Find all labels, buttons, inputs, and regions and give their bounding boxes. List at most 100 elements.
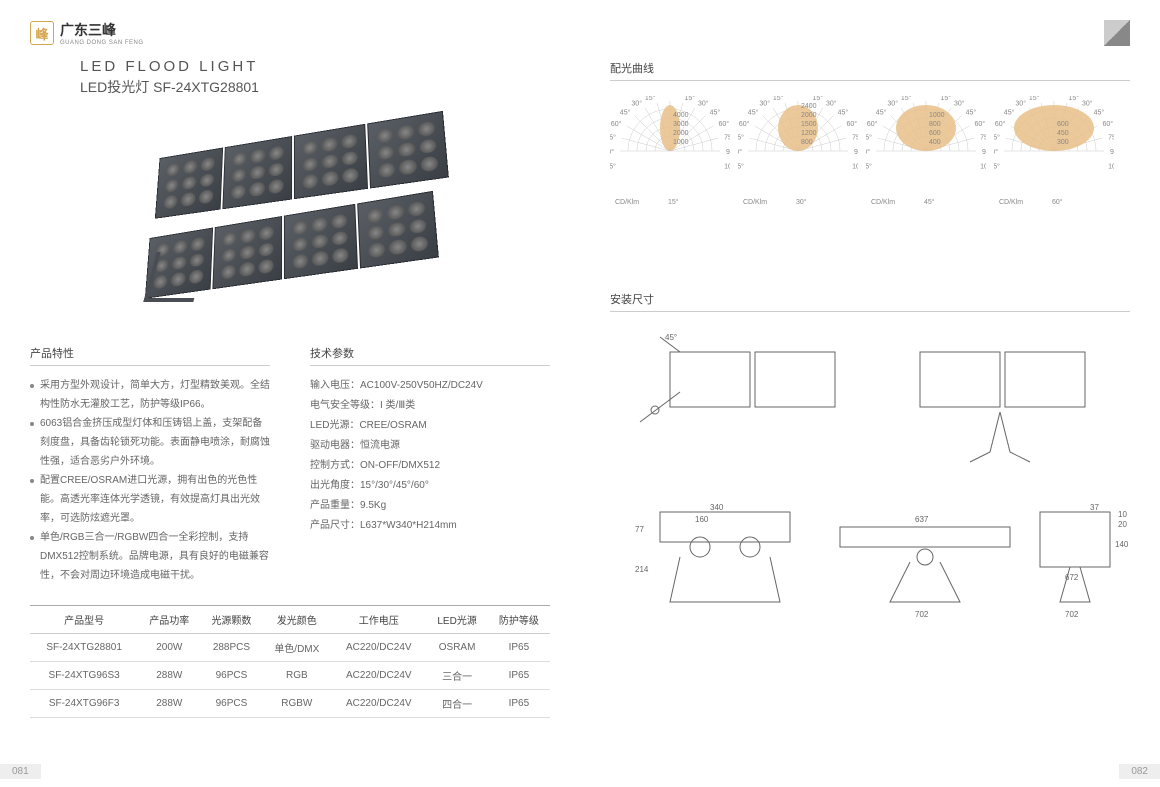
- svg-text:45°: 45°: [710, 108, 721, 116]
- svg-text:105°: 105°: [1108, 162, 1114, 170]
- svg-text:CD/Klm: CD/Klm: [615, 199, 639, 206]
- table-header: LED光源: [426, 606, 487, 634]
- svg-text:60°: 60°: [974, 120, 985, 128]
- brand-name: 广东三峰: [60, 20, 144, 40]
- table-row: SF-24XTG96F3288W96PCSRGBWAC220/DC24V四合一I…: [30, 690, 550, 718]
- title-cn: LED投光灯 SF-24XTG28801: [80, 77, 550, 97]
- svg-text:90°: 90°: [1110, 148, 1114, 156]
- svg-text:30°: 30°: [631, 100, 642, 108]
- svg-text:214: 214: [635, 565, 649, 574]
- svg-text:140: 140: [1115, 540, 1129, 549]
- svg-text:75°: 75°: [994, 134, 1000, 142]
- spec-table: 产品型号产品功率光源颗数发光颜色工作电压LED光源防护等级 SF-24XTG28…: [30, 605, 550, 718]
- page-num-right: 082: [1119, 764, 1160, 779]
- svg-text:37: 37: [1090, 503, 1099, 512]
- svg-text:2400: 2400: [801, 103, 817, 110]
- svg-text:45°: 45°: [924, 198, 935, 206]
- table-header: 发光颜色: [263, 606, 332, 634]
- svg-text:60°: 60°: [995, 120, 1006, 128]
- spec-line: 出光角度：15°/30°/45°/60°: [310, 476, 550, 496]
- table-header: 光源颗数: [200, 606, 262, 634]
- svg-text:15°: 15°: [1029, 96, 1040, 102]
- svg-text:75°: 75°: [866, 134, 872, 142]
- svg-text:75°: 75°: [1108, 134, 1114, 142]
- corner-icon: [1104, 20, 1130, 46]
- svg-text:800: 800: [929, 121, 941, 128]
- svg-text:90°: 90°: [726, 148, 730, 156]
- polar-chart: 105°105°90°90°75°75°60°60°45°45°30°30°15…: [610, 96, 730, 211]
- svg-text:15°: 15°: [940, 96, 951, 102]
- table-header: 防护等级: [488, 606, 550, 634]
- svg-text:30°: 30°: [954, 100, 965, 108]
- svg-text:15°: 15°: [668, 198, 679, 206]
- svg-text:30°: 30°: [1082, 100, 1093, 108]
- svg-text:75°: 75°: [724, 134, 730, 142]
- svg-text:60°: 60°: [611, 120, 622, 128]
- svg-text:75°: 75°: [610, 134, 616, 142]
- spec-line: 产品尺寸：L637*W340*H214mm: [310, 516, 550, 536]
- svg-text:60°: 60°: [739, 120, 750, 128]
- svg-text:45°: 45°: [966, 108, 977, 116]
- svg-text:90°: 90°: [738, 148, 742, 156]
- svg-text:15°: 15°: [812, 96, 823, 102]
- page-num-left: 081: [0, 764, 41, 779]
- svg-text:1500: 1500: [801, 121, 817, 128]
- svg-text:160: 160: [695, 515, 709, 524]
- svg-text:672: 672: [1065, 573, 1079, 582]
- svg-text:702: 702: [915, 610, 929, 619]
- specs-heading: 技术参数: [310, 345, 550, 366]
- install-drawings: 45° 340 160 77 214 637: [610, 322, 1130, 672]
- brand-logo: 峰 广东三峰 GUANG DONG SAN FENG: [30, 20, 550, 46]
- svg-text:15°: 15°: [684, 96, 695, 102]
- svg-text:75°: 75°: [980, 134, 986, 142]
- polar-chart: 105°105°90°90°75°75°60°60°45°45°30°30°15…: [738, 96, 858, 211]
- svg-text:15°: 15°: [773, 96, 784, 102]
- svg-text:105°: 105°: [738, 162, 744, 170]
- svg-text:CD/Klm: CD/Klm: [871, 199, 895, 206]
- svg-text:15°: 15°: [645, 96, 656, 102]
- svg-text:1000: 1000: [673, 139, 689, 146]
- svg-text:450: 450: [1057, 130, 1069, 137]
- spec-line: 控制方式：ON-OFF/DMX512: [310, 456, 550, 476]
- svg-text:105°: 105°: [994, 162, 1000, 170]
- svg-text:400: 400: [929, 139, 941, 146]
- svg-text:45°: 45°: [876, 108, 887, 116]
- svg-text:75°: 75°: [852, 134, 858, 142]
- svg-text:105°: 105°: [852, 162, 858, 170]
- svg-text:4000: 4000: [673, 112, 689, 119]
- svg-text:105°: 105°: [724, 162, 730, 170]
- svg-text:45°: 45°: [748, 108, 759, 116]
- spec-list: 输入电压：AC100V-250V50HZ/DC24V电气安全等级：I 类/Ⅲ类L…: [310, 376, 550, 536]
- table-row: SF-24XTG96S3288W96PCSRGBAC220/DC24V三合一IP…: [30, 662, 550, 690]
- svg-text:90°: 90°: [866, 148, 870, 156]
- svg-text:60°: 60°: [1052, 198, 1063, 206]
- svg-text:1200: 1200: [801, 130, 817, 137]
- svg-text:2000: 2000: [673, 130, 689, 137]
- svg-text:CD/Klm: CD/Klm: [743, 199, 767, 206]
- spec-line: 电气安全等级：I 类/Ⅲ类: [310, 396, 550, 416]
- install-heading: 安装尺寸: [610, 291, 1130, 312]
- svg-text:30°: 30°: [698, 100, 709, 108]
- polar-chart: 105°105°90°90°75°75°60°60°45°45°30°30°15…: [994, 96, 1114, 211]
- table-header: 工作电压: [331, 606, 426, 634]
- curve-heading: 配光曲线: [610, 60, 1130, 81]
- polar-charts: 105°105°90°90°75°75°60°60°45°45°30°30°15…: [610, 96, 1130, 211]
- svg-text:105°: 105°: [980, 162, 986, 170]
- svg-text:75°: 75°: [738, 134, 744, 142]
- svg-text:30°: 30°: [759, 100, 770, 108]
- svg-text:300: 300: [1057, 139, 1069, 146]
- svg-text:20: 20: [1118, 520, 1127, 529]
- title-en: LED FLOOD LIGHT: [80, 58, 550, 75]
- spec-line: 输入电压：AC100V-250V50HZ/DC24V: [310, 376, 550, 396]
- svg-text:637: 637: [915, 515, 929, 524]
- logo-icon: 峰: [30, 21, 54, 45]
- svg-text:3000: 3000: [673, 121, 689, 128]
- svg-text:600: 600: [1057, 121, 1069, 128]
- svg-text:1000: 1000: [929, 112, 945, 119]
- svg-text:90°: 90°: [994, 148, 998, 156]
- feature-list: 采用方型外观设计，简单大方，灯型精致美观。全结构性防水无灌胶工艺，防护等级IP6…: [30, 376, 270, 585]
- svg-text:60°: 60°: [846, 120, 857, 128]
- table-row: SF-24XTG28801200W288PCS单色/DMXAC220/DC24V…: [30, 634, 550, 662]
- feature-item: 配置CREE/OSRAM进口光源，拥有出色的光色性能。高透光率连体光学透镜，有效…: [30, 471, 270, 528]
- feature-item: 单色/RGB三合一/RGBW四合一全彩控制，支持DMX512控制系统。品牌电源，…: [30, 528, 270, 585]
